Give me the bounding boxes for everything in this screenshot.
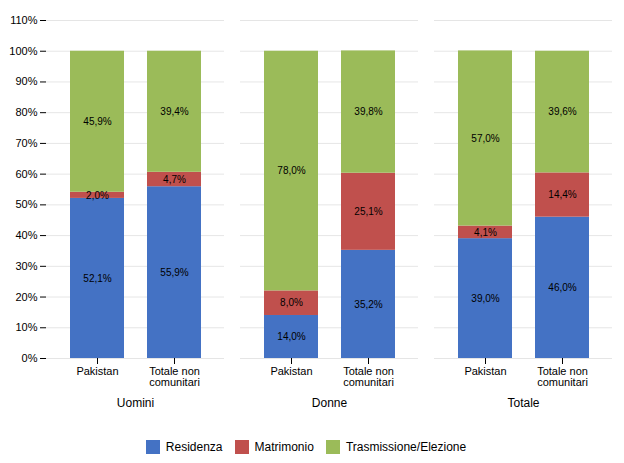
- svg-text:45,9%: 45,9%: [83, 116, 111, 127]
- svg-text:20%: 20%: [15, 291, 37, 303]
- svg-text:Pakistan: Pakistan: [464, 365, 506, 377]
- svg-text:39,8%: 39,8%: [354, 106, 382, 117]
- svg-text:46,0%: 46,0%: [548, 282, 576, 293]
- svg-text:110%: 110%: [10, 14, 38, 26]
- svg-text:100%: 100%: [9, 45, 37, 57]
- svg-text:Donne: Donne: [312, 396, 348, 410]
- html-text:Matrimonio: Matrimonio: [254, 439, 314, 454]
- svg-text:52,1%: 52,1%: [83, 273, 111, 284]
- svg-text:Pakistan: Pakistan: [270, 365, 312, 377]
- svg-text:50%: 50%: [15, 198, 37, 210]
- svg-text:57,0%: 57,0%: [471, 133, 499, 144]
- svg-text:Pakistan: Pakistan: [76, 365, 118, 377]
- svg-text:39,6%: 39,6%: [548, 106, 576, 117]
- svg-text:Totale noncomunitari: Totale noncomunitari: [537, 365, 588, 388]
- svg-text:70%: 70%: [15, 137, 37, 149]
- svg-text:78,0%: 78,0%: [277, 165, 305, 176]
- svg-text:55,9%: 55,9%: [160, 267, 188, 278]
- svg-text:14,4%: 14,4%: [548, 189, 576, 200]
- svg-text:39,0%: 39,0%: [471, 293, 499, 304]
- svg-text:80%: 80%: [15, 106, 37, 118]
- svg-text:2,0%: 2,0%: [86, 190, 109, 201]
- svg-text:35,2%: 35,2%: [354, 299, 382, 310]
- svg-text:8,0%: 8,0%: [280, 297, 303, 308]
- svg-text:60%: 60%: [15, 168, 37, 180]
- svg-text:39,4%: 39,4%: [160, 106, 188, 117]
- svg-text:25,1%: 25,1%: [354, 206, 382, 217]
- svg-text:40%: 40%: [15, 229, 37, 241]
- svg-text:0%: 0%: [22, 352, 38, 364]
- svg-text:4,7%: 4,7%: [163, 174, 186, 185]
- html-text:Residenza: Residenza: [165, 439, 223, 454]
- svg-text:90%: 90%: [15, 75, 37, 87]
- svg-text:Uomini: Uomini: [117, 396, 154, 410]
- svg-text:10%: 10%: [15, 321, 37, 333]
- svg-text:Totale: Totale: [507, 396, 539, 410]
- svg-text:4,1%: 4,1%: [474, 227, 497, 238]
- svg-text:Totale noncomunitari: Totale noncomunitari: [149, 365, 200, 388]
- svg-text:Totale noncomunitari: Totale noncomunitari: [343, 365, 394, 388]
- svg-text:30%: 30%: [15, 260, 37, 272]
- svg-text:14,0%: 14,0%: [277, 331, 305, 342]
- html-text:Trasmissione/Elezione: Trasmissione/Elezione: [345, 439, 467, 454]
